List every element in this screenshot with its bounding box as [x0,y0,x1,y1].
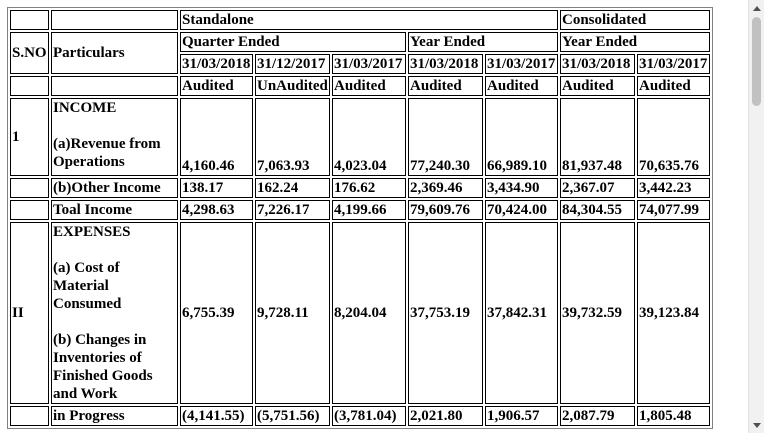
value-cell: 176.62 [332,178,406,198]
expenses-heading: EXPENSES [53,224,131,240]
date-cell: 31/03/2017 [332,54,406,74]
value-cell: 2,087.79 [560,406,635,426]
value-cell: 4,023.04 [332,98,406,176]
income-particulars-cell: INCOME (a)Revenue from Operations [51,98,178,176]
scrollbar-thumb[interactable] [752,17,761,106]
empty-cell [10,406,49,426]
value-cell: 77,240.30 [408,98,483,176]
sno-cell: 1 [10,98,49,176]
value-cell: 70,635.76 [637,98,710,176]
value-cell: 4,199.66 [332,200,406,220]
expenses-wip-row: in Progress (4,141.55) (5,751.56) (3,781… [10,406,710,426]
value-cell: 9,728.11 [255,222,330,404]
expenses-material-row: II EXPENSES (a) Cost of Material Consume… [10,222,710,404]
empty-cell [10,178,49,198]
value-cell: 84,304.55 [560,200,635,220]
date-cell: 31/03/2017 [637,54,710,74]
sno-header: S.NO [10,32,49,74]
date-cell: 31/12/2017 [255,54,330,74]
header-row-2: S.NO Particulars Quarter Ended Year Ende… [10,32,710,74]
audit-status-cell: Audited [180,76,253,96]
financial-results-table: Standalone Consolidated S.NO Particulars… [7,7,713,429]
value-cell: 4,298.63 [180,200,253,220]
empty-cell [10,76,49,96]
changes-label: (b) Changes in Inventories of Finished G… [53,332,153,402]
value-cell: (4,141.55) [180,406,253,426]
value-cell: 1,805.48 [637,406,710,426]
particulars-header: Particulars [51,32,178,74]
audit-status-cell: Audited [485,76,558,96]
date-cell: 31/03/2018 [180,54,253,74]
value-cell: 70,424.00 [485,200,558,220]
value-cell: 39,732.59 [560,222,635,404]
quarter-ended-header: Quarter Ended [180,32,406,52]
value-cell: 8,204.04 [332,222,406,404]
value-cell: 37,842.31 [485,222,558,404]
year-ended-consolidated-header: Year Ended [560,32,710,52]
scroll-down-arrow-icon[interactable] [749,417,764,433]
value-cell: 2,021.80 [408,406,483,426]
value-cell: 74,077.99 [637,200,710,220]
value-cell: 81,937.48 [560,98,635,176]
standalone-header: Standalone [180,10,558,30]
year-ended-standalone-header: Year Ended [408,32,558,52]
value-cell: 2,367.07 [560,178,635,198]
revenue-label: (a)Revenue from Operations [53,136,161,170]
value-cell: (3,781.04) [332,406,406,426]
value-cell: 39,123.84 [637,222,710,404]
value-cell: 7,226.17 [255,200,330,220]
wip-label: in Progress [51,406,178,426]
audit-status-row: Audited UnAudited Audited Audited Audite… [10,76,710,96]
value-cell: 66,989.10 [485,98,558,176]
audit-status-cell: Audited [560,76,635,96]
value-cell: 1,906.57 [485,406,558,426]
expenses-particulars-cell: EXPENSES (a) Cost of Material Consumed (… [51,222,178,404]
empty-cell [10,10,49,30]
value-cell: 3,434.90 [485,178,558,198]
vertical-scrollbar[interactable] [748,0,764,433]
value-cell: 37,753.19 [408,222,483,404]
audit-status-cell: UnAudited [255,76,330,96]
total-income-label: Toal Income [51,200,178,220]
document-viewport: Standalone Consolidated S.NO Particulars… [7,7,713,429]
income-heading: INCOME [53,100,117,116]
income-other-row: (b)Other Income 138.17 162.24 176.62 2,3… [10,178,710,198]
dates-row: 31/03/2018 31/12/2017 31/03/2017 31/03/2… [10,54,710,74]
value-cell: 7,063.93 [255,98,330,176]
value-cell: 138.17 [180,178,253,198]
other-income-label: (b)Other Income [51,178,178,198]
date-cell: 31/03/2017 [485,54,558,74]
income-revenue-row: 1 INCOME (a)Revenue from Operations 4,16… [10,98,710,176]
audit-status-cell: Audited [637,76,710,96]
consolidated-header: Consolidated [560,10,710,30]
value-cell: 2,369.46 [408,178,483,198]
header-row-1: Standalone Consolidated [10,10,710,30]
value-cell: 79,609.76 [408,200,483,220]
audit-status-cell: Audited [408,76,483,96]
sno-cell: II [10,222,49,404]
empty-cell [10,200,49,220]
value-cell: 162.24 [255,178,330,198]
value-cell: 6,755.39 [180,222,253,404]
value-cell: 4,160.46 [180,98,253,176]
date-cell: 31/03/2018 [560,54,635,74]
income-total-row: Toal Income 4,298.63 7,226.17 4,199.66 7… [10,200,710,220]
audit-status-cell: Audited [332,76,406,96]
empty-cell [51,10,178,30]
value-cell: (5,751.56) [255,406,330,426]
scroll-up-arrow-icon[interactable] [749,0,764,16]
value-cell: 3,442.23 [637,178,710,198]
date-cell: 31/03/2018 [408,54,483,74]
empty-cell [51,76,178,96]
material-label: (a) Cost of Material Consumed [53,260,122,312]
